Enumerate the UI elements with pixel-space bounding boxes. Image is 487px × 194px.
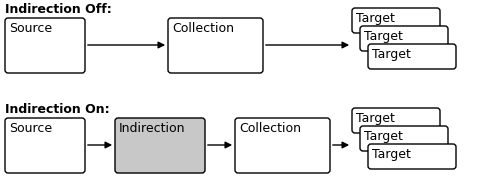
Text: Collection: Collection — [239, 122, 301, 135]
Text: Collection: Collection — [172, 22, 234, 35]
Text: Target: Target — [372, 48, 411, 61]
Text: Target: Target — [364, 130, 403, 143]
Text: Target: Target — [372, 148, 411, 161]
FancyBboxPatch shape — [352, 8, 440, 33]
FancyBboxPatch shape — [352, 108, 440, 133]
FancyBboxPatch shape — [360, 26, 448, 51]
Text: Source: Source — [9, 22, 52, 35]
Text: Source: Source — [9, 122, 52, 135]
FancyBboxPatch shape — [5, 118, 85, 173]
Text: Indirection: Indirection — [119, 122, 186, 135]
FancyBboxPatch shape — [368, 44, 456, 69]
Text: Target: Target — [364, 30, 403, 43]
FancyBboxPatch shape — [115, 118, 205, 173]
FancyBboxPatch shape — [368, 144, 456, 169]
FancyBboxPatch shape — [5, 18, 85, 73]
Text: Target: Target — [356, 112, 395, 125]
Text: Target: Target — [356, 12, 395, 25]
Text: Indirection Off:: Indirection Off: — [5, 3, 112, 16]
FancyBboxPatch shape — [168, 18, 263, 73]
FancyBboxPatch shape — [360, 126, 448, 151]
FancyBboxPatch shape — [235, 118, 330, 173]
Text: Indirection On:: Indirection On: — [5, 103, 110, 116]
